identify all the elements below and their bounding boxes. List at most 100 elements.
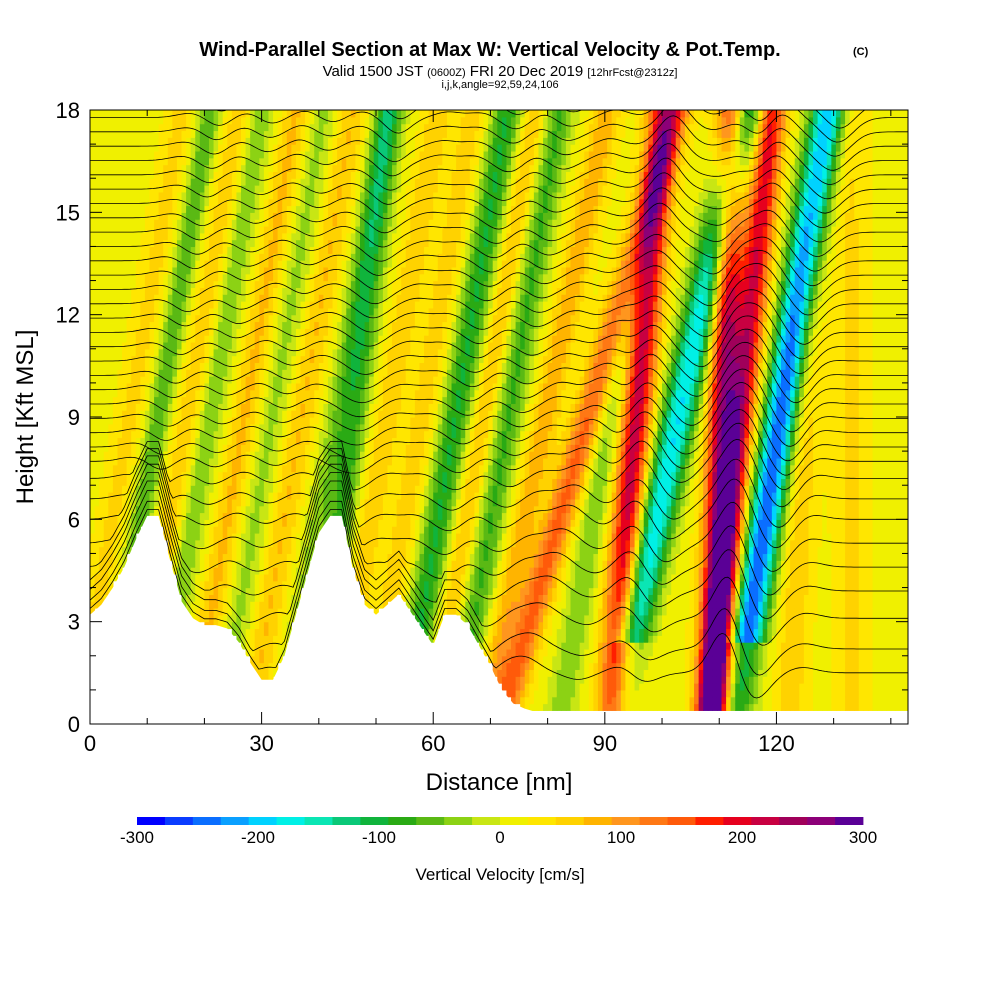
velocity-cell [314,417,320,425]
velocity-cell [108,355,114,364]
velocity-cell [396,273,402,282]
velocity-cell [378,519,384,527]
velocity-cell [364,587,370,595]
velocity-cell [369,532,375,541]
velocity-cell [378,526,384,534]
velocity-cell [277,539,283,548]
velocity-cell [364,485,370,493]
velocity-cell [392,164,398,172]
velocity-cell [99,403,105,411]
velocity-cell [401,376,407,384]
velocity-cell [327,219,334,227]
velocity-cell [369,116,375,125]
velocity-cell [186,130,192,138]
velocity-cell [99,239,105,248]
velocity-cell [346,157,352,166]
velocity-cell [122,532,128,541]
velocity-cell [241,239,247,248]
velocity-cell [401,137,407,145]
velocity-cell [112,164,119,172]
velocity-cell [378,348,384,357]
velocity-cell [122,314,128,323]
velocity-cell [90,341,96,350]
velocity-cell [181,212,187,220]
velocity-cell [332,348,338,357]
velocity-cell [277,294,283,302]
velocity-cell [360,314,366,323]
velocity-cell [204,512,210,520]
velocity-cell [204,110,210,118]
velocity-cell [382,314,389,323]
velocity-cell [199,328,206,336]
velocity-cell [369,110,375,118]
velocity-cell [163,294,169,302]
velocity-cell [236,451,242,459]
velocity-cell [154,348,160,357]
velocity-cell [378,457,384,466]
velocity-cell [90,423,96,432]
velocity-cell [213,580,219,589]
velocity-cell [140,225,146,234]
velocity-cell [108,553,114,561]
velocity-cell [122,253,128,261]
velocity-cell [231,601,238,609]
velocity-cell [369,512,375,520]
velocity-cell [268,628,274,636]
velocity-cell [172,444,178,452]
velocity-cell [199,471,206,479]
velocity-cell [273,219,279,227]
velocity-cell [186,150,192,159]
velocity-cell [314,369,320,377]
velocity-cell [231,594,238,602]
velocity-cell [273,116,279,125]
velocity-cell [277,239,283,248]
velocity-cell [158,178,164,186]
velocity-cell [396,532,402,541]
velocity-cell [396,130,402,138]
velocity-cell [309,539,315,548]
velocity-cell [305,519,311,527]
velocity-cell [94,212,100,220]
velocity-cell [222,553,228,561]
velocity-cell [126,539,132,548]
velocity-cell [167,144,173,152]
velocity-cell [112,369,119,377]
velocity-cell [305,403,311,411]
velocity-cell [99,498,105,507]
velocity-cell [373,376,379,384]
velocity-cell [231,144,238,152]
velocity-cell [341,410,347,418]
velocity-cell [350,376,357,384]
velocity-cell [158,273,164,282]
velocity-cell [268,273,274,282]
velocity-cell [90,362,96,370]
velocity-cell [126,164,132,172]
velocity-cell [341,171,347,179]
velocity-cell [263,369,270,377]
velocity-cell [369,580,375,589]
velocity-cell [314,110,320,111]
velocity-cell [241,451,247,459]
velocity-cell [186,423,192,432]
velocity-cell [273,621,279,630]
velocity-cell [268,614,274,623]
velocity-cell [259,335,265,343]
velocity-cell [227,532,233,541]
velocity-cell [231,444,238,452]
velocity-cell [300,239,306,248]
velocity-cell [172,116,178,125]
velocity-cell [213,532,219,541]
velocity-cell [373,198,379,207]
velocity-cell [172,280,178,288]
velocity-cell [277,512,283,520]
velocity-cell [305,348,311,357]
velocity-cell [186,341,192,350]
velocity-cell [126,205,132,213]
velocity-cell [314,150,320,159]
velocity-cell [213,471,219,479]
velocity-cell [126,301,132,309]
velocity-cell [144,464,151,473]
velocity-cell [286,116,292,125]
velocity-cell [90,532,96,541]
velocity-cell [236,328,242,336]
